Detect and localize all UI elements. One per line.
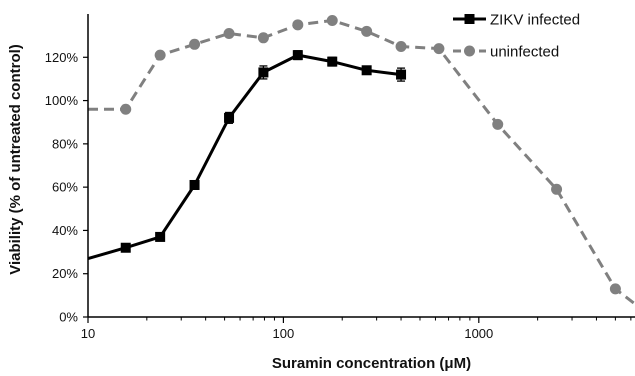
x-tick-label: 1000 <box>464 326 493 341</box>
data-point <box>326 14 338 26</box>
data-point <box>258 67 269 78</box>
legend: ZIKV infected uninfected <box>453 12 580 61</box>
data-point <box>551 183 563 195</box>
data-point <box>492 118 504 130</box>
y-tick-label: 20% <box>52 266 78 281</box>
x-axis-title: Suramin concentration (μM) <box>272 355 471 372</box>
data-point <box>292 50 303 61</box>
legend-swatch-infected-marker <box>464 14 475 24</box>
series-infected <box>87 50 407 261</box>
y-tick-label: 40% <box>52 223 78 238</box>
data-point <box>189 179 200 190</box>
legend-label-infected: ZIKV infected <box>490 12 580 29</box>
y-tick-label: 100% <box>45 93 79 108</box>
data-point <box>609 283 621 295</box>
data-point <box>361 25 373 37</box>
x-tick-label: 100 <box>273 326 295 341</box>
series-uninfected <box>88 14 635 306</box>
data-point <box>433 43 445 55</box>
y-tick-label: 80% <box>52 136 78 151</box>
y-tick-label: 0% <box>59 310 78 325</box>
data-point <box>292 19 304 31</box>
data-point <box>120 103 132 115</box>
data-point <box>189 38 201 50</box>
legend-item-uninfected: uninfected <box>453 44 559 61</box>
data-point <box>224 112 235 123</box>
data-point <box>395 40 407 52</box>
data-point <box>154 49 166 61</box>
legend-swatch-uninfected-marker <box>464 45 475 57</box>
legend-label-uninfected: uninfected <box>490 44 559 61</box>
series-line <box>87 53 402 261</box>
y-axis-title: Viability (% of untreated control) <box>7 44 24 275</box>
data-point <box>257 32 269 44</box>
axes: 0% 20% 40% 60% 80% 100% 120% 10 100 1000 <box>45 14 635 341</box>
data-point <box>155 231 166 242</box>
series-line <box>88 19 635 306</box>
data-point <box>120 242 131 253</box>
data-point <box>361 65 372 76</box>
y-tick-label: 120% <box>45 50 79 65</box>
data-point <box>223 27 235 39</box>
x-tick-label: 10 <box>81 326 95 341</box>
data-point <box>396 69 407 80</box>
legend-item-infected: ZIKV infected <box>453 12 580 29</box>
data-point <box>327 56 338 67</box>
y-tick-label: 60% <box>52 180 78 195</box>
plot-area <box>87 14 635 306</box>
